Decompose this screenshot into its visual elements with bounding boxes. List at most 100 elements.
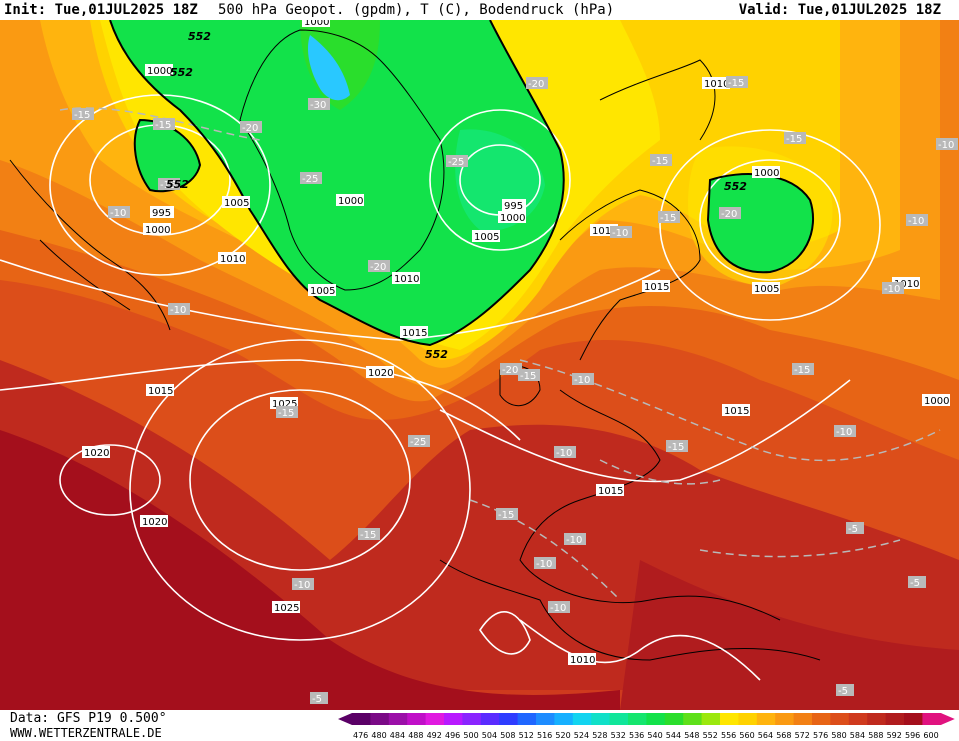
pressure-label: 1000 [143,223,171,236]
pressure-label: 1005 [472,230,500,243]
scale-swatch [352,713,371,725]
pressure-label: 1015 [400,326,428,339]
scale-swatch [922,713,942,725]
scale-swatch [683,713,702,725]
pressure-labels: 1000 1000 995 1000 1005 1010 1000 1005 1… [82,20,950,666]
pressure-label: 1000 [498,211,526,224]
svg-text:-15: -15 [668,442,684,453]
scale-tick-label: 548 [684,731,699,740]
temperature-label: -5 [310,692,328,705]
svg-text:-10: -10 [938,140,954,151]
scale-tick-label: 524 [574,731,589,740]
scale-swatch [812,713,831,725]
scale-tick-label: 532 [611,731,626,740]
temperature-label: -25 [300,172,322,185]
svg-text:-15: -15 [652,156,668,167]
svg-text:-10: -10 [566,535,582,546]
scale-tick-label: 552 [703,731,718,740]
scale-swatch [609,713,629,725]
scale-swatch [775,713,794,725]
temperature-label: -10 [882,282,904,295]
geopotential-labels: 552 552 552 552 552 [166,30,747,361]
scale-tick-label: 596 [905,731,920,740]
svg-text:-5: -5 [910,578,920,589]
pressure-label: 1000 [336,194,364,207]
geopotential-label: 552 [425,348,448,361]
coastlines [9,29,821,661]
scale-tick-label: 504 [482,731,497,740]
pressure-label: 1020 [82,446,110,459]
temperature-label: -10 [610,226,632,239]
svg-text:1000: 1000 [500,213,525,224]
svg-text:1015: 1015 [148,386,173,397]
svg-text:-15: -15 [155,120,171,131]
svg-text:-25: -25 [410,437,426,448]
temperature-label: -10 [292,578,314,591]
svg-text:1015: 1015 [724,406,749,417]
svg-text:1010: 1010 [704,79,729,90]
geopotential-label: 552 [166,178,189,191]
svg-text:995: 995 [152,208,171,219]
scale-swatch [554,713,574,725]
temperature-label: -10 [534,557,556,570]
temperature-label: -20 [240,121,262,134]
init-time: Init: Tue,01JUL2025 18Z [4,2,198,18]
svg-text:-20: -20 [370,262,386,273]
temperature-label: -10 [834,425,856,438]
temperature-label: -15 [496,508,518,521]
svg-text:-15: -15 [660,213,676,224]
scale-swatch [720,713,739,725]
scale-tick-label: 488 [408,731,423,740]
svg-text:-10: -10 [612,228,628,239]
scale-swatch [572,713,592,725]
temperature-label: -10 [554,446,576,459]
temperature-label: -25 [446,155,468,168]
valid-time: Valid: Tue,01JUL2025 18Z [738,2,941,18]
map-title: 500 hPa Geopot. (gpdm), T (C), Bodendruc… [218,2,615,18]
temperature-labels: -15 -15 -10 -20 -30 -25 -20 -25 -20 -15 … [72,76,958,705]
svg-text:1020: 1020 [84,448,109,459]
temperature-label: -15 [72,108,94,121]
scale-swatch [646,713,666,725]
temperature-label: -15 [276,406,298,419]
svg-text:1000: 1000 [924,396,949,407]
scale-tick-label: 536 [629,731,644,740]
pressure-label: 1015 [596,484,624,497]
scale-tick-label: 588 [868,731,883,740]
svg-text:-30: -30 [310,100,326,111]
scale-tick-label: 480 [371,731,386,740]
pressure-label: 1010 [702,77,730,90]
temperature-label: -15 [784,132,806,145]
temperature-label: -10 [572,373,594,386]
scale-tick-label: 484 [390,731,405,740]
svg-text:-20: -20 [502,365,518,376]
temperature-label: -20 [526,77,548,90]
svg-text:-10: -10 [294,580,310,591]
svg-text:1015: 1015 [644,282,669,293]
scale-tick-label: 516 [537,731,552,740]
scale-swatch [701,713,721,725]
svg-text:1005: 1005 [474,232,499,243]
svg-text:-5: -5 [838,686,848,697]
pressure-label: 1015 [146,384,174,397]
temperature-label: -10 [108,206,130,219]
scale-tick-label: 580 [831,731,846,740]
scale-swatch [388,713,408,725]
scale-tick-label: 508 [500,731,515,740]
svg-text:1000: 1000 [304,20,329,28]
pressure-label: 1000 [302,20,330,28]
scale-swatch [480,713,500,725]
pressure-label: 1005 [752,282,780,295]
scale-swatch [830,713,850,725]
scale-tick-label: 556 [721,731,736,740]
temperature-label: -5 [908,576,926,589]
svg-text:-20: -20 [242,123,258,134]
temperature-label: -15 [153,118,175,131]
pressure-label: 1020 [140,515,168,528]
svg-text:-15: -15 [786,134,802,145]
pressure-label: 1010 [392,272,420,285]
pressure-label: 995 [502,199,526,212]
svg-text:1010: 1010 [220,254,245,265]
scale-swatch [536,713,555,725]
